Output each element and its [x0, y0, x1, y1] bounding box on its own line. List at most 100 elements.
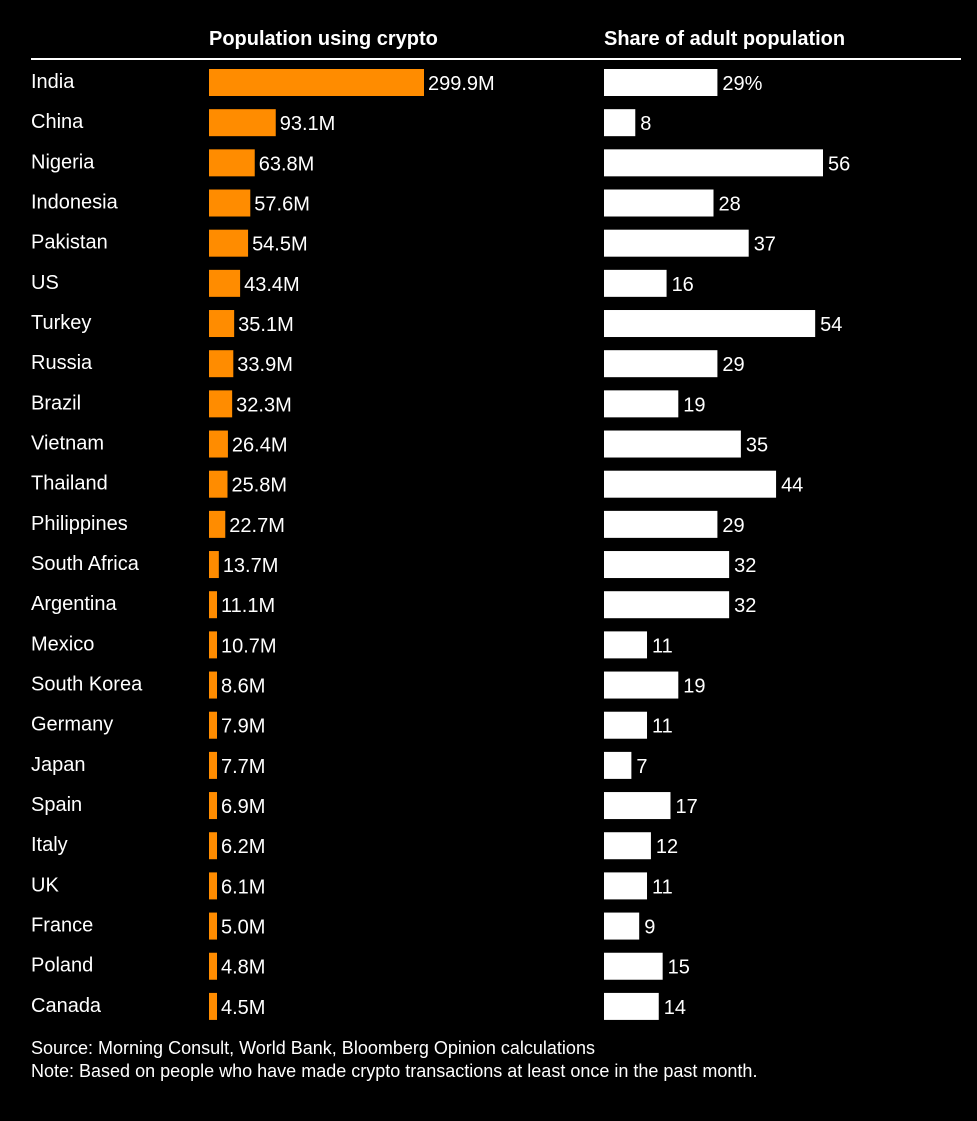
population-bar-germany [209, 711, 217, 739]
population-bar-india [209, 69, 424, 96]
population-value-italy: 6.2M [221, 836, 265, 858]
share-value-philippines: 29 [722, 515, 744, 537]
population-bar-uk [209, 872, 217, 900]
share-bar-italy [604, 832, 651, 860]
population-value-india: 299.9M [428, 73, 495, 95]
share-value-south-korea: 19 [683, 676, 705, 698]
share-value-us: 16 [672, 274, 694, 296]
population-value-south-africa: 13.7M [223, 555, 279, 577]
country-label-china: China [31, 111, 84, 133]
population-value-russia: 33.9M [237, 354, 293, 376]
share-bar-india [604, 69, 718, 96]
share-bar-indonesia [604, 189, 714, 217]
share-value-russia: 29 [722, 354, 744, 376]
share-bar-poland [604, 952, 663, 980]
share-bar-canada [604, 992, 659, 1020]
share-bar-argentina [604, 591, 730, 619]
chart-notes: Source: Morning Consult, World Bank, Blo… [31, 1037, 757, 1083]
population-value-vietnam: 26.4M [232, 435, 288, 457]
country-label-philippines: Philippines [31, 513, 128, 535]
share-value-spain: 17 [675, 796, 697, 818]
footnote: Note: Based on people who have made cryp… [31, 1061, 758, 1081]
population-value-indonesia: 57.6M [254, 194, 310, 216]
column-header-population: Population using crypto [209, 28, 438, 50]
population-bar-canada [209, 992, 217, 1020]
population-bar-mexico [209, 631, 217, 659]
share-bar-turkey [604, 310, 816, 338]
population-bar-pakistan [209, 229, 249, 257]
population-bar-south-korea [209, 671, 217, 699]
population-value-mexico: 10.7M [221, 635, 277, 657]
share-bar-vietnam [604, 430, 741, 458]
share-value-mexico: 11 [652, 635, 673, 657]
population-bar-us [209, 269, 241, 297]
country-label-spain: Spain [31, 794, 82, 816]
population-value-philippines: 22.7M [229, 515, 285, 537]
share-value-india: 29% [722, 73, 762, 95]
population-value-germany: 7.9M [221, 716, 265, 738]
share-value-vietnam: 35 [746, 435, 768, 457]
share-value-china: 8 [640, 113, 651, 135]
country-label-france: France [31, 915, 93, 937]
population-bar-poland [209, 952, 217, 980]
population-value-nigeria: 63.8M [259, 153, 315, 175]
population-bar-france [209, 912, 217, 940]
share-value-turkey: 54 [820, 314, 842, 336]
country-label-brazil: Brazil [31, 392, 81, 414]
population-bar-indonesia [209, 189, 251, 217]
population-bar-italy [209, 832, 217, 860]
share-bar-south-africa [604, 551, 730, 579]
share-bar-philippines [604, 510, 718, 538]
country-label-italy: Italy [31, 834, 68, 856]
country-label-pakistan: Pakistan [31, 232, 108, 254]
country-label-south-korea: South Korea [31, 674, 143, 696]
share-value-argentina: 32 [734, 595, 756, 617]
population-value-china: 93.1M [280, 113, 336, 135]
population-bar-japan [209, 751, 217, 779]
population-bar-turkey [209, 310, 235, 338]
share-bar-south-korea [604, 671, 679, 699]
population-bar-nigeria [209, 149, 255, 177]
header-rule [31, 58, 961, 60]
population-value-spain: 6.9M [221, 796, 265, 818]
population-value-us: 43.4M [244, 274, 300, 296]
share-value-south-africa: 32 [734, 555, 756, 577]
population-value-thailand: 25.8M [231, 475, 287, 497]
country-label-thailand: Thailand [31, 473, 108, 495]
population-bar-south-africa [209, 551, 219, 579]
country-label-argentina: Argentina [31, 593, 117, 615]
share-bar-us [604, 269, 667, 297]
population-value-france: 5.0M [221, 917, 265, 939]
share-bar-russia [604, 350, 718, 378]
country-label-vietnam: Vietnam [31, 433, 104, 455]
share-value-thailand: 44 [781, 475, 803, 497]
country-label-indonesia: Indonesia [31, 192, 119, 214]
share-bar-china [604, 109, 636, 137]
country-label-nigeria: Nigeria [31, 151, 95, 173]
population-value-canada: 4.5M [221, 997, 265, 1019]
share-value-brazil: 19 [683, 394, 705, 416]
share-bar-uk [604, 872, 648, 900]
population-value-argentina: 11.1M [221, 595, 275, 617]
share-value-france: 9 [644, 917, 655, 939]
share-value-nigeria: 56 [828, 153, 850, 175]
population-value-poland: 4.8M [221, 957, 265, 979]
population-value-south-korea: 8.6M [221, 676, 265, 698]
population-bar-philippines [209, 510, 226, 538]
country-label-canada: Canada [31, 995, 102, 1017]
share-value-canada: 14 [664, 997, 686, 1019]
source-note: Source: Morning Consult, World Bank, Blo… [31, 1038, 595, 1058]
share-value-italy: 12 [656, 836, 678, 858]
population-value-brazil: 32.3M [236, 394, 292, 416]
share-bar-mexico [604, 631, 648, 659]
share-value-germany: 11 [652, 716, 673, 738]
population-value-japan: 7.7M [221, 756, 265, 778]
share-bar-pakistan [604, 229, 749, 257]
country-label-south-africa: South Africa [31, 553, 140, 575]
share-value-uk: 11 [652, 876, 673, 898]
share-bar-japan [604, 751, 632, 779]
population-value-uk: 6.1M [221, 876, 265, 898]
share-bar-nigeria [604, 149, 823, 177]
country-label-poland: Poland [31, 955, 93, 977]
